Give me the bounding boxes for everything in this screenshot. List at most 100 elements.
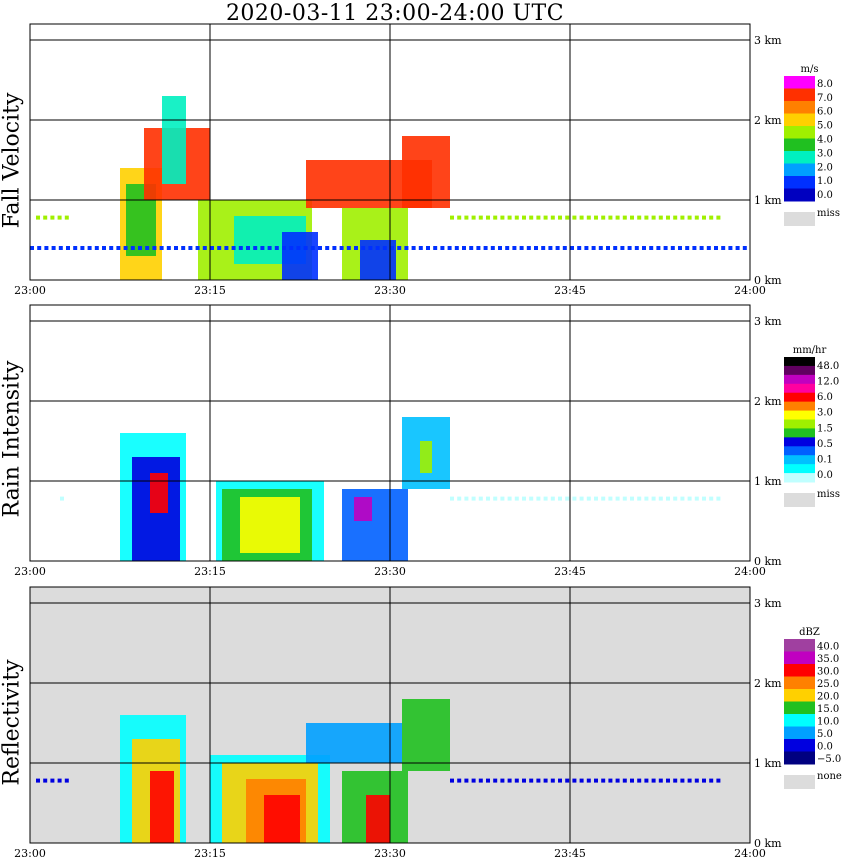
data-dot [666,496,670,501]
data-dot [102,246,106,250]
x-tick-label: 24:00 [734,847,766,860]
y-tick-label: 2 km [754,677,782,690]
data-dot [375,246,380,250]
data-dot [709,215,714,220]
data-dot [447,246,452,250]
data-dot [486,496,490,501]
data-dot [543,778,548,783]
data-dot [550,496,555,501]
legend-swatch [784,701,815,715]
data-dot [457,215,462,220]
data-dot [325,246,330,250]
legend-swatch [784,639,815,652]
data-cell [402,136,450,208]
data-dot [630,496,634,501]
data-dot [687,215,692,220]
data-dot [36,215,40,220]
legend-swatch [784,651,815,665]
legend-missing-swatch [784,775,815,789]
legend-tick-label: −5.0 [817,754,841,765]
data-dot [670,246,675,250]
data-dot [195,246,200,250]
data-dot [627,246,632,250]
legend-tick-label: 7.0 [817,93,833,104]
panel-2: 0 km 1 km 2 km 3 km 23:00 23:15 23:30 23:45 24:0… [14,586,842,860]
x-tick-label: 23:30 [374,847,406,860]
data-dot [296,246,301,250]
legend-swatch [784,88,815,102]
data-dot [260,246,265,250]
y-tick-label: 0 km [754,555,782,568]
data-dot [390,246,394,250]
data-dot [507,215,512,220]
data-dot [658,215,663,220]
data-dot [721,246,726,250]
data-dot [594,215,598,220]
legend-tick-label: 1.5 [817,423,833,434]
data-dot [608,778,613,783]
data-dot [666,215,670,220]
data-dot [716,778,721,783]
legend-tick-label: 40.0 [817,641,839,652]
data-dot [651,778,656,783]
data-dot [50,778,55,783]
data-dot [526,246,531,250]
data-dot [572,215,577,220]
x-tick-label: 23:00 [14,284,46,297]
data-cell [282,232,318,280]
data-dot [282,246,286,250]
legend-swatch [784,365,815,376]
data-dot [565,496,570,501]
legend-swatch [784,428,815,438]
data-dot [637,215,642,220]
legend-swatch [784,176,815,189]
data-dot [464,778,469,783]
legend-swatch [784,188,815,202]
x-tick-label: 23:30 [374,284,406,297]
data-dot [43,778,48,783]
data-dot [418,246,423,250]
data-dot [87,246,92,250]
data-dot [478,496,483,501]
data-dot [498,246,502,250]
data-dot [656,246,661,250]
legend-swatch [784,455,815,465]
panel-0: 0 km 1 km 2 km 3 km 23:00 23:15 23:30 23:45 24:0… [14,23,840,297]
panel-1: 0 km 1 km 2 km 3 km 23:00 23:15 23:30 23:45 24:0… [14,304,840,578]
legend-tick-label: 0.1 [817,455,833,466]
data-dot [649,246,654,250]
data-dot [651,215,656,220]
data-dot [44,246,49,250]
y-tick-label: 3 km [754,34,782,47]
legend-tick-label: 3.0 [817,408,833,419]
data-dot [174,246,178,250]
legend-tick-label: 4.0 [817,135,833,146]
data-dot [471,778,476,783]
legend-swatch [784,126,815,139]
x-tick-label: 23:45 [554,847,586,860]
data-dot [469,246,474,250]
data-dot [483,246,488,250]
data-dot [651,496,656,501]
data-dot [476,246,481,250]
data-dot [440,246,445,250]
y-tick-label: 1 km [754,194,782,207]
legend-tick-label: 12.0 [817,376,839,387]
data-dot [274,246,279,250]
data-dot [644,215,649,220]
data-dot [543,215,548,220]
legend-swatch [784,401,815,412]
data-dot [500,496,505,501]
data-dot [586,215,591,220]
x-tick-label: 23:45 [554,565,586,578]
data-dot [591,246,596,250]
data-dot [658,496,663,501]
data-dot [584,246,589,250]
data-dot [404,246,409,250]
data-dot [615,215,620,220]
data-dot [742,246,747,250]
legend-tick-label: 0.0 [817,470,833,481]
data-dot [594,778,598,783]
data-dot [702,778,706,783]
data-dot [702,496,706,501]
